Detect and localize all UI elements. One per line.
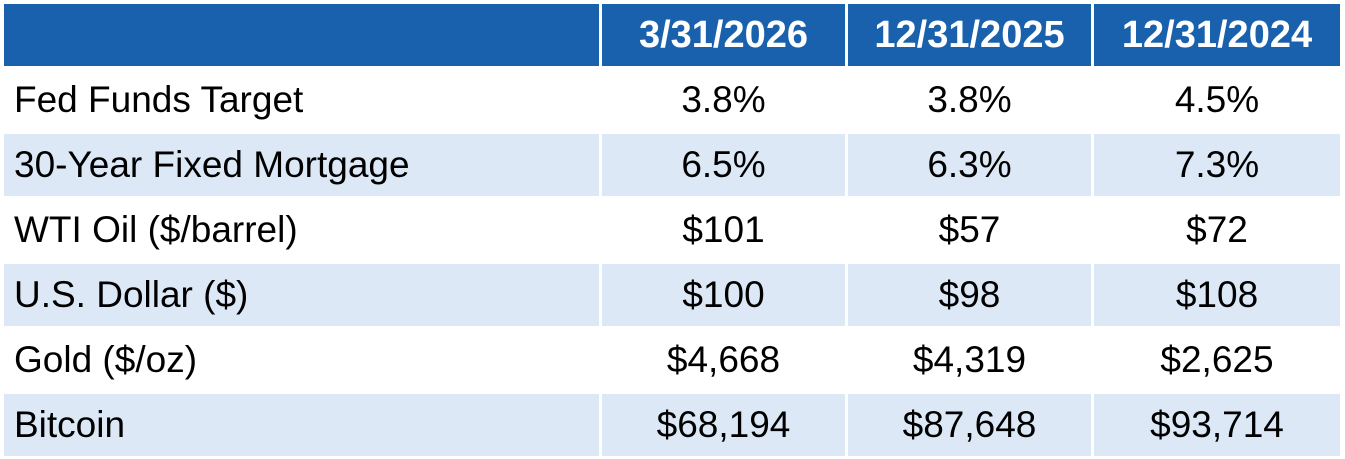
row-value: 3.8%: [848, 69, 1094, 131]
row-value: $2,625: [1160, 339, 1274, 380]
table-row: WTI Oil ($/barrel) $101 $57 $72: [4, 199, 1340, 264]
row-value: 7.3%: [1174, 144, 1260, 185]
row-value: 6.5%: [602, 134, 848, 196]
row-value: $93,714: [1150, 404, 1284, 445]
row-value: $68,194: [602, 394, 848, 456]
header-cell-blank: [4, 4, 602, 66]
row-value: $72: [1186, 209, 1248, 250]
market-data-table: 3/31/2026 12/31/2025 12/31/2024 Fed Fund…: [4, 4, 1340, 459]
row-value: $87,648: [848, 394, 1094, 456]
row-value: 6.3%: [848, 134, 1094, 196]
row-value: $57: [848, 199, 1094, 261]
table-row: Fed Funds Target 3.8% 3.8% 4.5%: [4, 69, 1340, 134]
row-value: $100: [602, 264, 848, 326]
row-value: $4,319: [848, 329, 1094, 391]
row-label: Gold ($/oz): [4, 329, 602, 391]
row-value: $4,668: [602, 329, 848, 391]
header-cell-3-31-2026: 3/31/2026: [602, 4, 848, 66]
row-value: 4.5%: [1174, 79, 1260, 120]
table-row: 30-Year Fixed Mortgage 6.5% 6.3% 7.3%: [4, 134, 1340, 199]
row-label: U.S. Dollar ($): [4, 264, 602, 326]
table-header-row: 3/31/2026 12/31/2025 12/31/2024: [4, 4, 1340, 69]
row-value: $108: [1175, 274, 1259, 315]
table-row: U.S. Dollar ($) $100 $98 $108: [4, 264, 1340, 329]
row-label: Bitcoin: [4, 394, 602, 456]
row-label: WTI Oil ($/barrel): [4, 199, 602, 261]
table-row: Gold ($/oz) $4,668 $4,319 $2,625: [4, 329, 1340, 394]
row-label: Fed Funds Target: [4, 69, 602, 131]
header-cell-12-31-2025: 12/31/2025: [848, 4, 1094, 66]
row-value: 3.8%: [602, 69, 848, 131]
row-label: 30-Year Fixed Mortgage: [4, 134, 602, 196]
table-row: Bitcoin $68,194 $87,648 $93,714: [4, 394, 1340, 459]
row-value: $101: [602, 199, 848, 261]
header-cell-12-31-2024: 12/31/2024: [1121, 13, 1313, 56]
row-value: $98: [848, 264, 1094, 326]
